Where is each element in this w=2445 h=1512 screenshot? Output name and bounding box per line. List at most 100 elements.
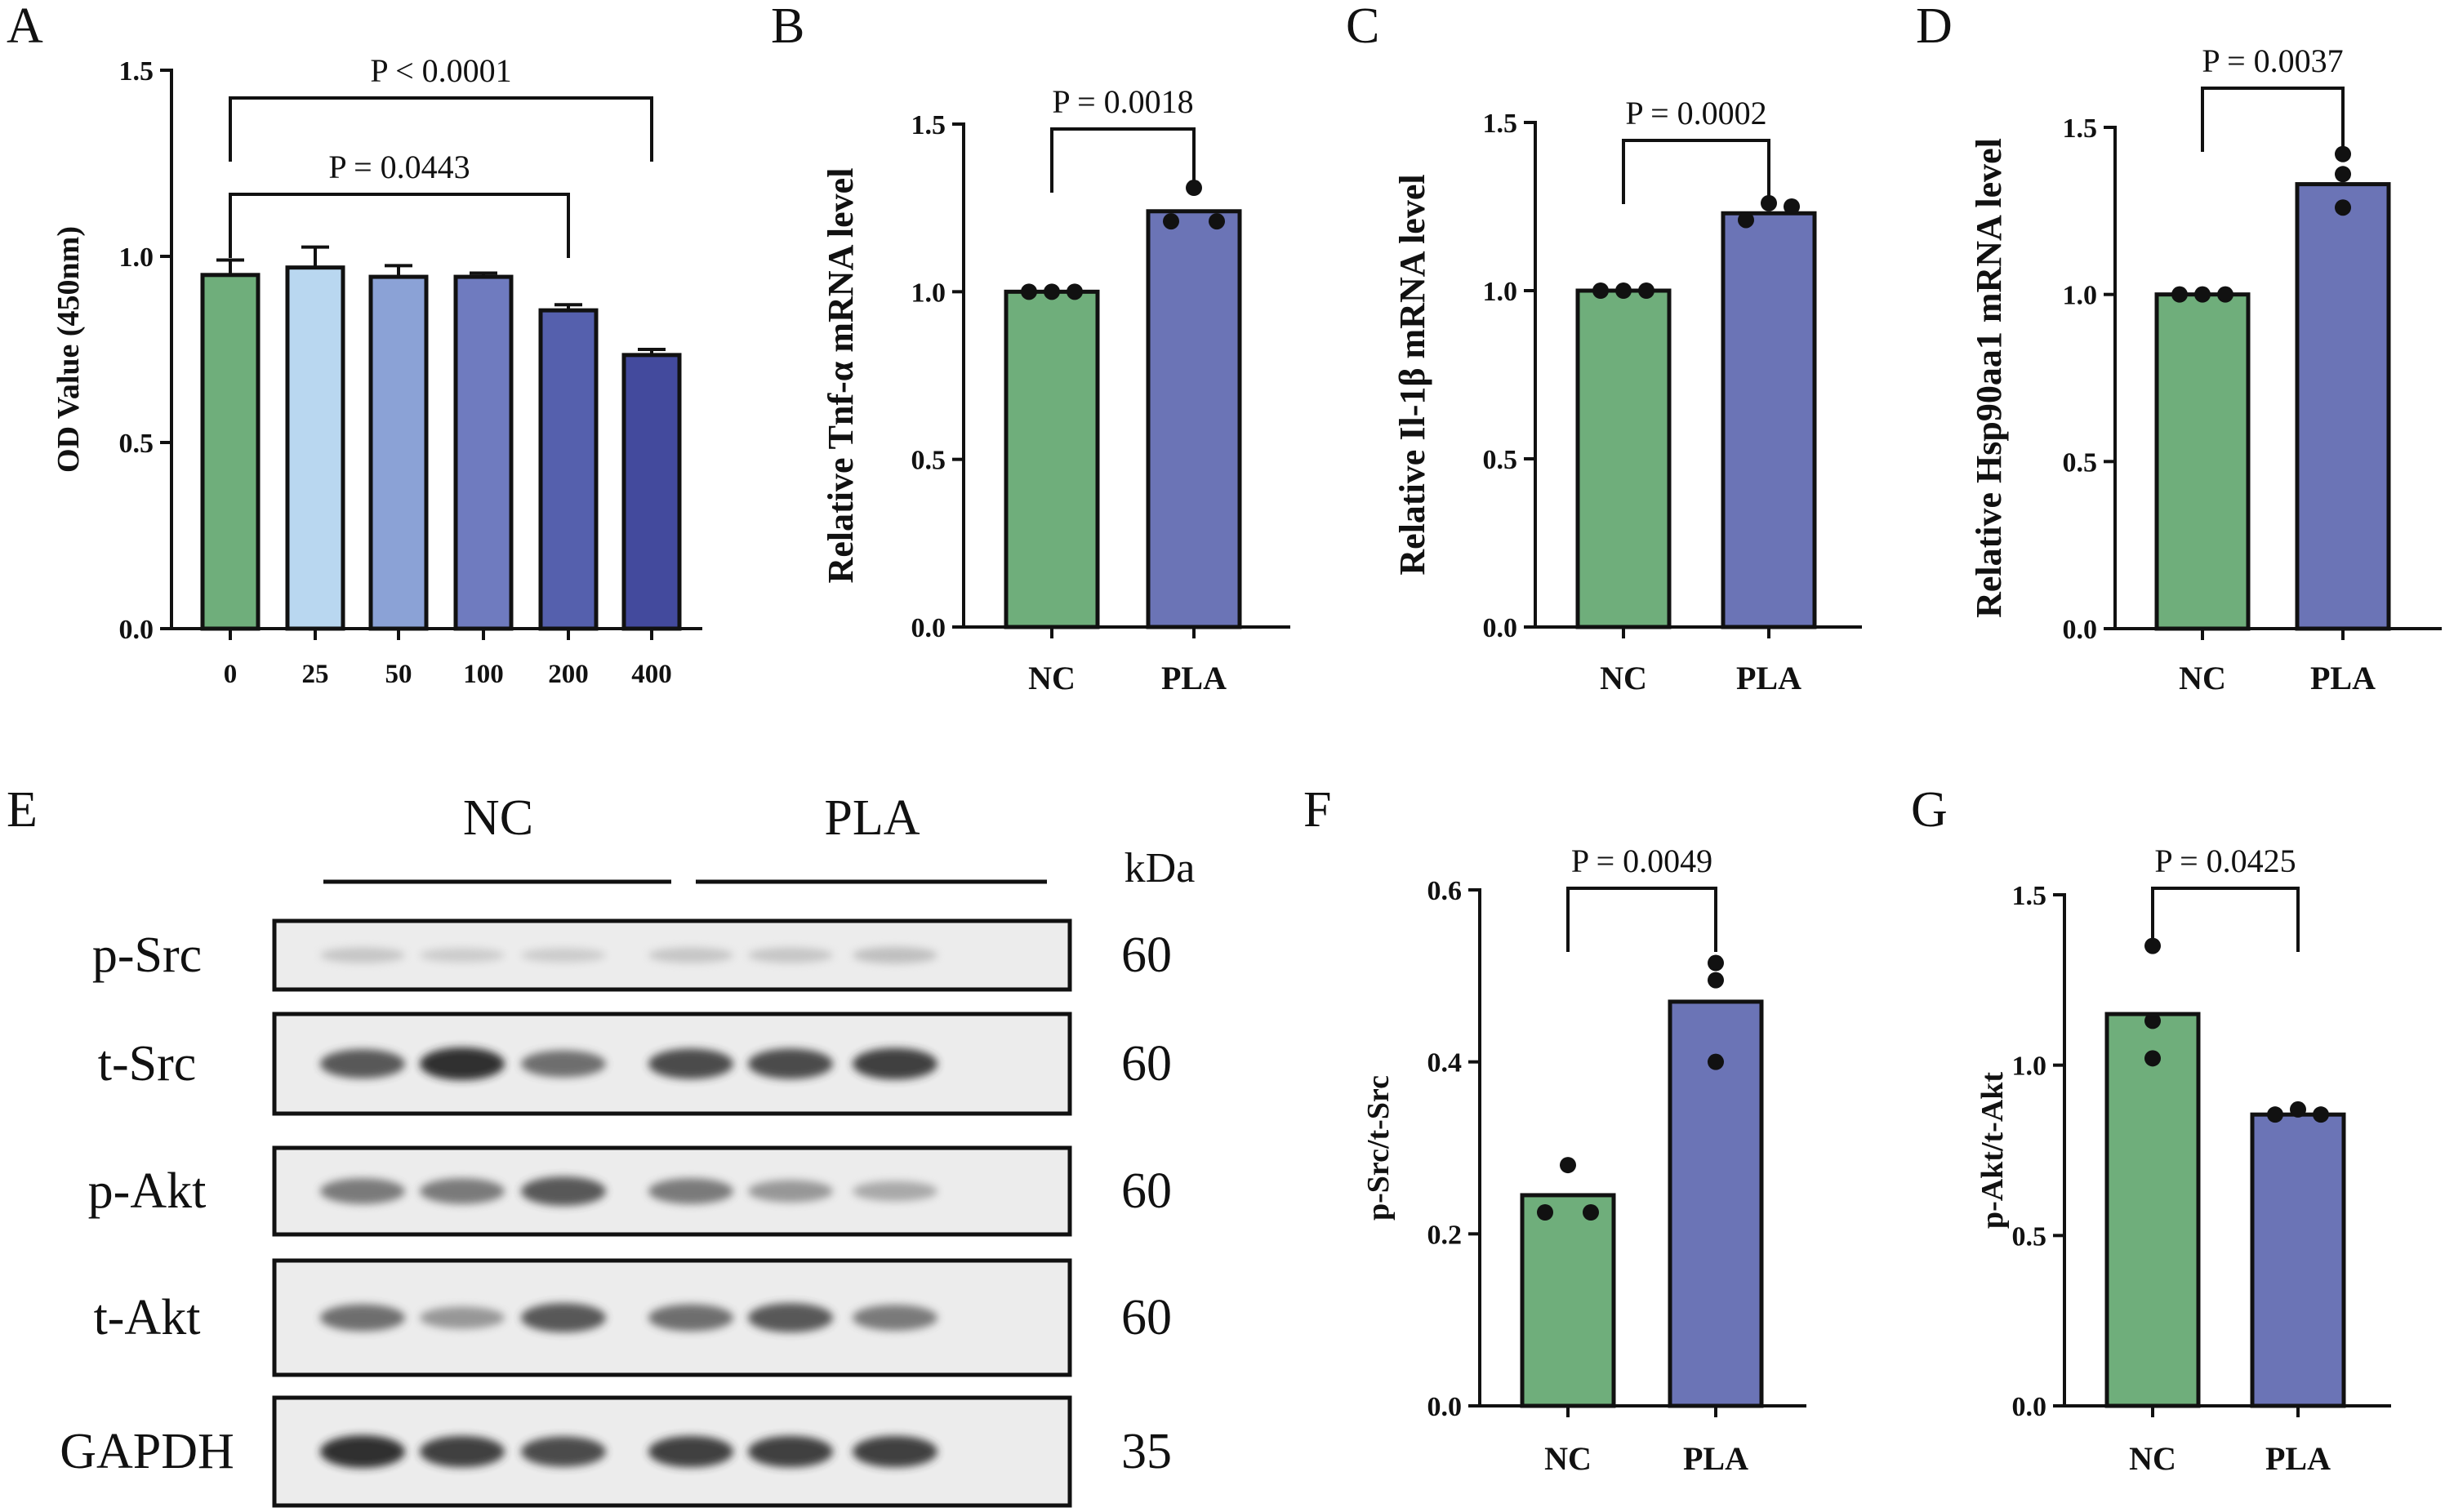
panel-letter-a: A <box>7 0 43 54</box>
data-point-f-0-1 <box>1560 1157 1576 1174</box>
significance-bracket-g-0 <box>2151 887 2300 952</box>
data-point-f-0-2 <box>1583 1204 1599 1221</box>
blot-band-p-src-0 <box>320 947 405 963</box>
panel-letter-g: G <box>1911 782 1948 838</box>
data-point-c-0-1 <box>1615 282 1632 299</box>
blot-band-t-src-3 <box>648 1048 733 1079</box>
x-tick-label-d-nc: NC <box>2179 660 2226 696</box>
bar-f-nc <box>1520 1193 1616 1408</box>
blot-band-p-src-4 <box>748 947 833 963</box>
data-point-f-1-0 <box>1708 1053 1724 1070</box>
p-value-label-d-0: P = 0.0037 <box>2202 42 2343 79</box>
y-tick-label-a-1: 0.5 <box>119 429 154 459</box>
blot-band-gapdh-0 <box>320 1435 405 1468</box>
chart-panel-c: 0.0 0.5 1.0 1.5 NC PLA Relative Il-1β mRNA lev… <box>1392 95 1862 696</box>
data-point-c-1-2 <box>1784 198 1800 215</box>
data-point-c-0-0 <box>1592 282 1609 299</box>
blot-kda-value-t-akt: 60 <box>1121 1290 1172 1345</box>
x-tick-label-a-0: 0 <box>224 660 238 689</box>
blot-band-gapdh-3 <box>648 1435 733 1468</box>
bar-b-nc <box>1004 289 1100 629</box>
p-value-label-f-0: P = 0.0049 <box>1571 843 1712 879</box>
x-tick-label-c-nc: NC <box>1600 660 1647 696</box>
blot-band-gapdh-5 <box>853 1435 937 1468</box>
blot-band-t-akt-0 <box>320 1304 405 1332</box>
y-tick-label-c-0: 0.0 <box>1483 613 1518 643</box>
data-point-b-0-1 <box>1044 283 1060 300</box>
data-point-g-0-0 <box>2144 1050 2161 1067</box>
chart-panel-g: 0.0 0.5 1.0 1.5 NC PLA p-Akt/t-Akt P = 0.0425 <box>1975 843 2391 1477</box>
bar-c-pla <box>1721 211 1817 629</box>
y-tick-label-f-2: 0.4 <box>1427 1048 1463 1078</box>
blot-protein-label-t-akt: t-Akt <box>94 1290 201 1345</box>
blot-group-label-pla: PLA <box>824 790 920 846</box>
y-axis-title-f: p-Src/t-Src <box>1361 1075 1396 1221</box>
y-tick-label-f-1: 0.2 <box>1427 1220 1463 1250</box>
chart-panel-a: 0.0 0.5 1.0 1.5 0 25 50 100 200 400 OD Value (450n… <box>51 52 702 689</box>
data-point-g-1-2 <box>2313 1106 2329 1123</box>
significance-bracket-a-0 <box>229 96 653 162</box>
x-tick-label-b-nc: NC <box>1028 660 1076 696</box>
data-point-d-1-0 <box>2335 199 2351 216</box>
data-point-d-1-1 <box>2335 145 2351 162</box>
data-point-b-1-0 <box>1163 213 1179 230</box>
y-tick-label-c-3: 1.5 <box>1483 109 1518 139</box>
y-tick-label-g-0: 0.0 <box>2012 1392 2047 1422</box>
blot-protein-label-p-src: p-Src <box>92 927 202 983</box>
y-tick-label-g-1: 0.5 <box>2012 1221 2047 1252</box>
data-point-d-1-2 <box>2335 166 2351 183</box>
x-tick-label-b-pla: PLA <box>1161 660 1227 696</box>
x-tick-label-c-pla: PLA <box>1736 660 1801 696</box>
bar-b-pla <box>1146 209 1242 629</box>
blot-kda-value-p-akt: 60 <box>1121 1163 1172 1219</box>
blot-band-p-src-2 <box>521 948 606 963</box>
blot-band-p-src-3 <box>648 947 733 963</box>
bar-d-pla <box>2295 182 2391 631</box>
blot-kda-value-gapdh: 35 <box>1121 1424 1172 1479</box>
p-value-label-g-0: P = 0.0425 <box>2154 843 2296 879</box>
western-blot-panel: NC PLA kDa p-Src 60 t-Src 60 p-Akt 60 t-Akt 60 G… <box>60 790 1195 1508</box>
chart-panel-d: 0.0 0.5 1.0 1.5 NC PLA Relative Hsp90aa1 mRNA … <box>1969 42 2442 696</box>
data-point-d-0-0 <box>2171 286 2188 303</box>
chart-panel-f: 0.0 0.2 0.4 0.6 NC PLA p-Src/t-Src P = 0.0049 <box>1361 843 1806 1477</box>
panel-letter-c: C <box>1346 0 1379 54</box>
blot-rows: p-Src 60 t-Src 60 p-Akt 60 t-Akt 60 GAPDH 35 <box>60 918 1172 1508</box>
x-tick-label-g-nc: NC <box>2129 1440 2176 1477</box>
y-axis-title-a: OD Value (450nm) <box>51 226 86 473</box>
x-tick-label-g-pla: PLA <box>2265 1440 2331 1477</box>
x-tick-label-a-400: 400 <box>631 660 672 689</box>
y-tick-label-f-0: 0.0 <box>1427 1392 1463 1422</box>
y-tick-label-a-2: 1.0 <box>119 242 154 273</box>
p-value-label-c-0: P = 0.0002 <box>1625 95 1766 131</box>
x-tick-label-a-25: 25 <box>302 660 329 689</box>
data-point-c-1-0 <box>1738 211 1754 229</box>
y-tick-label-d-1: 0.5 <box>2063 447 2098 478</box>
x-tick-label-a-50: 50 <box>385 660 412 689</box>
bar-c-nc <box>1575 288 1672 629</box>
y-tick-label-g-3: 1.5 <box>2012 881 2047 911</box>
y-tick-label-b-1: 0.5 <box>911 446 946 476</box>
data-point-g-1-0 <box>2267 1106 2283 1123</box>
blot-band-gapdh-2 <box>521 1436 606 1467</box>
blot-band-t-src-0 <box>320 1049 405 1078</box>
bar-g-nc <box>2104 1012 2201 1408</box>
blot-band-gapdh-1 <box>420 1435 505 1468</box>
data-point-b-0-0 <box>1021 283 1037 300</box>
y-tick-label-f-3: 0.6 <box>1427 876 1463 906</box>
blot-band-t-src-4 <box>748 1048 833 1079</box>
data-point-g-0-2 <box>2144 1012 2161 1029</box>
y-tick-label-b-2: 1.0 <box>911 278 946 308</box>
significance-bracket-f-0 <box>1566 887 1717 952</box>
blot-group-label-nc: NC <box>463 790 533 846</box>
chart-panel-b: 0.0 0.5 1.0 1.5 NC PLA Relative Tnf-α mRNA lev… <box>821 83 1290 696</box>
significance-bracket-b-0 <box>1050 127 1196 193</box>
data-point-f-1-1 <box>1708 954 1724 972</box>
p-value-label-a-0: P < 0.0001 <box>370 52 511 89</box>
data-point-b-1-2 <box>1209 213 1225 230</box>
blot-band-t-src-1 <box>420 1047 505 1080</box>
blot-kda-value-p-src: 60 <box>1121 927 1172 983</box>
blot-band-t-akt-4 <box>748 1303 833 1332</box>
blot-protein-label-p-akt: p-Akt <box>88 1163 207 1219</box>
y-tick-label-d-3: 1.5 <box>2063 113 2098 144</box>
bar-a-0 <box>200 273 261 631</box>
